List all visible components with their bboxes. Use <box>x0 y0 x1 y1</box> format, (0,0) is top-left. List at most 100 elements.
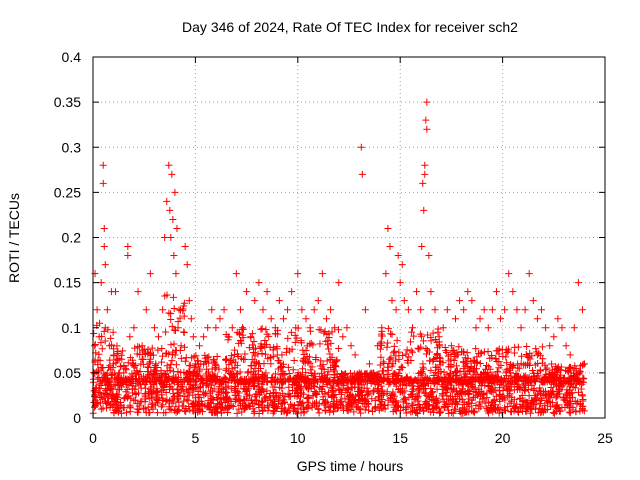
data-point-envelope <box>473 365 481 373</box>
data-point <box>492 288 500 296</box>
data-point-baseline <box>516 386 524 394</box>
data-point-envelope <box>405 353 413 361</box>
data-point-baseline <box>505 384 513 392</box>
data-point-baseline <box>314 405 322 413</box>
data-point <box>155 333 163 341</box>
data-point-baseline <box>279 390 287 398</box>
data-point-baseline <box>152 388 160 396</box>
data-point-baseline <box>201 390 209 398</box>
data-point-baseline <box>516 395 524 403</box>
data-point <box>208 306 216 314</box>
data-point-envelope <box>104 364 112 372</box>
data-point-envelope <box>442 375 450 383</box>
data-point-envelope <box>409 348 417 356</box>
data-point-envelope <box>237 376 245 384</box>
data-point-baseline <box>475 405 483 413</box>
data-point-baseline <box>550 409 558 417</box>
data-point-baseline <box>535 404 543 412</box>
data-point-envelope <box>317 326 325 334</box>
data-point-baseline <box>565 408 573 416</box>
data-point-baseline <box>221 390 229 398</box>
data-point-envelope <box>162 328 170 336</box>
data-point-baseline <box>390 403 398 411</box>
data-point-baseline <box>146 409 154 417</box>
data-point-envelope <box>126 354 134 362</box>
y-axis-ticks: 0 0.05 0.1 0.15 0.2 0.25 0.3 0.35 0.4 <box>54 49 605 426</box>
data-point-envelope <box>225 361 233 369</box>
data-point-envelope <box>181 343 189 351</box>
data-point-baseline <box>197 383 205 391</box>
data-point-baseline <box>330 407 338 415</box>
data-point-baseline <box>185 385 193 393</box>
data-point-baseline <box>428 405 436 413</box>
data-point-envelope <box>95 350 103 358</box>
x-tick-label: 20 <box>495 430 511 446</box>
data-point-envelope <box>443 348 451 356</box>
data-point-envelope <box>299 356 307 364</box>
data-point-envelope <box>251 352 259 360</box>
data-point-envelope <box>325 334 333 342</box>
data-point-baseline <box>132 390 140 398</box>
y-tick-label: 0.2 <box>62 230 82 246</box>
data-point-baseline <box>127 395 135 403</box>
data-point-envelope <box>435 342 443 350</box>
data-point-envelope <box>567 373 575 381</box>
data-point-baseline <box>559 393 567 401</box>
data-point-envelope <box>100 327 108 335</box>
data-point-baseline <box>456 395 464 403</box>
data-point-envelope <box>383 343 391 351</box>
data-point-baseline <box>526 403 534 411</box>
data-point-envelope <box>181 375 189 383</box>
data-point-envelope <box>490 376 498 384</box>
y-tick-label: 0.35 <box>54 94 81 110</box>
data-point-baseline <box>536 400 544 408</box>
data-point <box>167 234 175 241</box>
data-point <box>185 297 193 305</box>
data-point-baseline <box>141 393 149 401</box>
data-point-baseline <box>496 387 504 395</box>
data-point-baseline <box>518 391 526 399</box>
data-point-envelope <box>122 376 130 384</box>
data-point-baseline <box>511 404 519 412</box>
data-point-envelope <box>163 291 171 299</box>
data-point-envelope <box>255 359 263 367</box>
data-point-baseline <box>542 387 550 395</box>
data-point-baseline <box>356 391 364 399</box>
data-point-baseline <box>98 392 106 400</box>
data-point-envelope <box>324 341 332 349</box>
data-point <box>100 243 108 251</box>
data-point-envelope <box>475 349 483 357</box>
data-point-envelope <box>388 330 396 338</box>
data-point-envelope <box>106 356 114 364</box>
data-point-baseline <box>133 400 141 408</box>
data-point-baseline <box>507 407 515 415</box>
data-point-baseline <box>168 399 176 407</box>
data-point-envelope <box>183 370 191 378</box>
data-point-envelope <box>145 359 153 367</box>
data-point-baseline <box>278 408 286 416</box>
data-points <box>89 98 589 417</box>
data-point-envelope <box>95 374 103 382</box>
data-point-envelope <box>116 362 124 370</box>
data-point-envelope <box>331 374 339 382</box>
data-point <box>279 315 287 323</box>
data-point <box>172 270 180 278</box>
data-point-envelope <box>144 363 152 371</box>
data-point-envelope <box>358 376 366 384</box>
data-point-baseline <box>169 390 177 398</box>
data-point-envelope <box>447 351 455 359</box>
data-point-baseline <box>495 409 503 417</box>
data-point-envelope <box>407 338 415 346</box>
data-point-envelope <box>447 370 455 378</box>
data-point-envelope <box>150 366 158 374</box>
data-point <box>439 324 447 332</box>
data-point-envelope <box>422 345 430 353</box>
data-point-envelope <box>433 351 441 359</box>
data-point-baseline <box>574 398 582 406</box>
data-point-baseline <box>106 384 114 392</box>
data-point-baseline <box>399 396 407 404</box>
data-point-baseline <box>375 406 383 414</box>
data-point-envelope <box>426 377 434 385</box>
data-point-baseline <box>479 391 487 399</box>
data-point-baseline <box>122 409 130 417</box>
